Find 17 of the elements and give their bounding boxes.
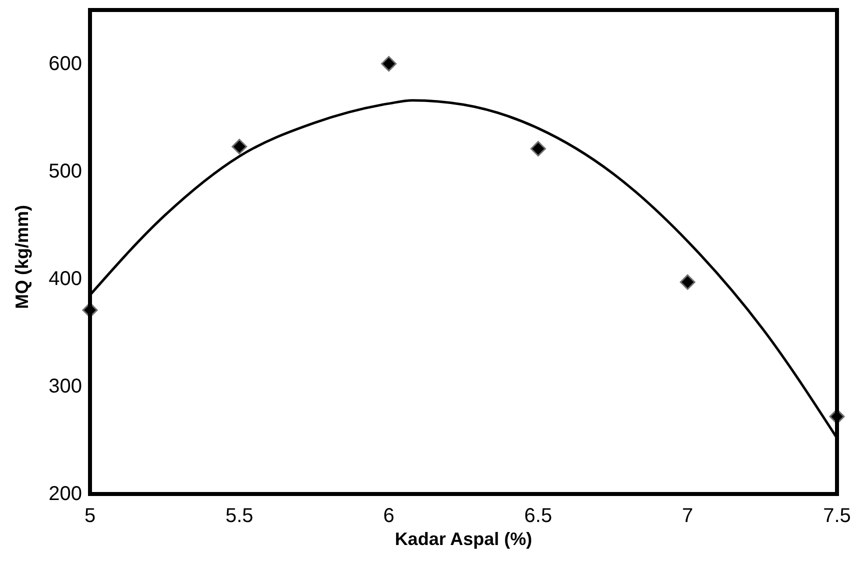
y-tick-label: 300 xyxy=(48,375,82,398)
point xyxy=(530,140,546,156)
y-tick-label: 600 xyxy=(48,52,82,75)
x-tick-label: 7 xyxy=(682,505,694,527)
x-tick-label: 6 xyxy=(383,505,394,527)
x-tick-label: 6.5 xyxy=(524,505,552,527)
point xyxy=(680,274,696,290)
point xyxy=(232,138,248,154)
y-axis-title: MQ (kg/mm) xyxy=(12,204,32,310)
y-tick-label: 200 xyxy=(48,483,82,505)
point xyxy=(381,56,397,72)
x-tick-label: 5 xyxy=(84,505,96,527)
x-axis-title: Kadar Aspal (%) xyxy=(394,529,532,549)
y-tick-label: 400 xyxy=(48,268,82,290)
y-tick-label: 500 xyxy=(48,160,82,182)
x-tick-label: 5.5 xyxy=(225,505,254,527)
x-tick-label: 7.5 xyxy=(823,505,851,527)
